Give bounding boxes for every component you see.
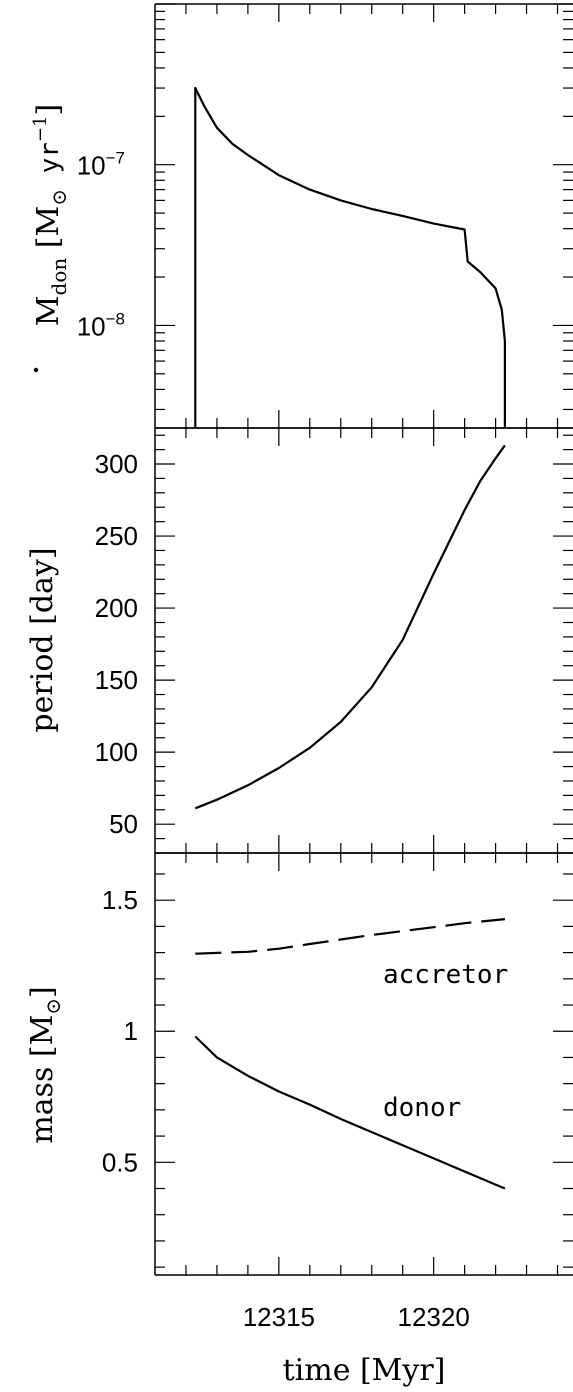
y-tick-label: 200 [95,593,138,623]
y-tick-labels-middle: 50 100 150 200 250 300 [95,449,138,839]
y-tick-label: 1.5 [102,885,138,915]
series-middle [194,444,506,810]
ticks-bottom [154,852,573,1276]
y-tick-label: 1 [124,1016,138,1046]
y-tick-label: 100 [95,737,138,767]
y-tick-labels-bottom: 0.5 1 1.5 [102,885,138,1177]
x-tick-label: 12320 [398,1302,470,1332]
y-axis-label-mass: mass [M⊙] [25,986,65,1144]
series-line [194,86,506,428]
series-bottom [194,918,506,1190]
y-tick-label: 300 [95,449,138,479]
y-tick-labels-top: 10−7 10−8 [77,149,125,342]
y-tick-label: 150 [95,665,138,695]
x-tick-label: 12315 [243,1302,315,1332]
x-tick-labels: 12315 12320 [243,1302,470,1332]
annotation-accretor: accretor [383,960,508,990]
panel-mass: 0.5 1 1.5 12315 12320 mass [M⊙] accretor do… [25,852,573,1388]
panel-mass-transfer-rate: 10−7 10−8 Mdon [M⊙ yr−1] [30,3,573,429]
mdot-dot [33,367,39,373]
series-line [194,444,506,810]
y-axis-label-mdot: Mdon [M⊙ yr−1] [30,104,71,326]
y-tick-label: 10−7 [77,149,125,181]
series-line-donor [194,1035,506,1190]
series-top [194,86,506,428]
ticks-top [154,3,573,429]
series-line-accretor [195,918,506,955]
y-tick-label: 10−8 [77,309,125,341]
x-axis-label: time [Myr] [283,1353,446,1388]
annotation-donor: donor [383,1093,461,1123]
y-tick-label: 0.5 [102,1147,138,1177]
ticks-middle [154,427,573,854]
y-tick-label: 250 [95,521,138,551]
y-axis-label-period: period [day] [25,547,60,732]
y-tick-label: 50 [109,809,138,839]
panel-period: 50 100 150 200 250 300 period [day] [25,427,573,854]
